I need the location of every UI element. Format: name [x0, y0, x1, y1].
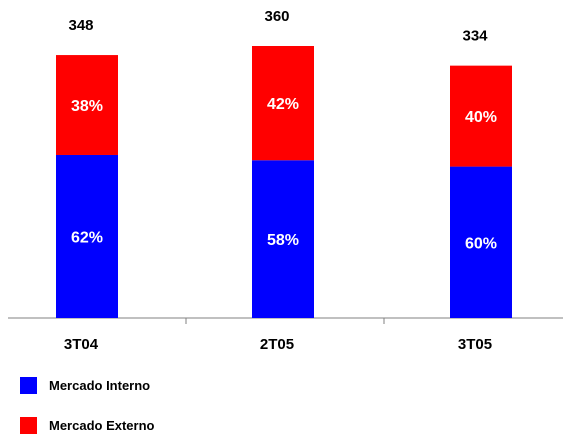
bar-segment-mercado-externo — [450, 65, 512, 167]
total-label: 334 — [462, 28, 488, 45]
bar-segment-mercado-interno — [56, 154, 118, 318]
legend-label-externo: Mercado Externo — [49, 418, 155, 433]
total-label: 348 — [68, 17, 93, 34]
data-label-mercado-externo: 38% — [71, 98, 103, 115]
legend-swatch-interno — [20, 377, 37, 394]
legend-label-interno: Mercado Interno — [49, 378, 151, 393]
bar-segment-mercado-interno — [252, 160, 314, 318]
legend-item-mercado-externo: Mercado Externo — [20, 417, 154, 434]
data-label-mercado-externo: 42% — [267, 96, 299, 113]
total-label: 360 — [264, 8, 289, 25]
legend-swatch-externo — [20, 417, 37, 434]
stacked-bar-chart: 62% 38% 348 3T04 58% 42% 360 2T05 60% 40% 334 3T05 — [8, 8, 563, 353]
legend-item-mercado-interno: Mercado Interno — [20, 377, 150, 394]
category-label: 2T05 — [260, 336, 294, 353]
category-label: 3T05 — [458, 336, 492, 353]
bar-segment-mercado-interno — [450, 166, 512, 318]
data-label-mercado-externo: 40% — [465, 109, 497, 126]
data-label-mercado-interno: 62% — [71, 229, 103, 246]
bar-segment-mercado-externo — [56, 55, 118, 155]
category-label: 3T04 — [64, 336, 99, 353]
data-label-mercado-interno: 58% — [267, 232, 299, 249]
data-label-mercado-interno: 60% — [465, 235, 497, 252]
bar-segment-mercado-externo — [252, 46, 314, 161]
